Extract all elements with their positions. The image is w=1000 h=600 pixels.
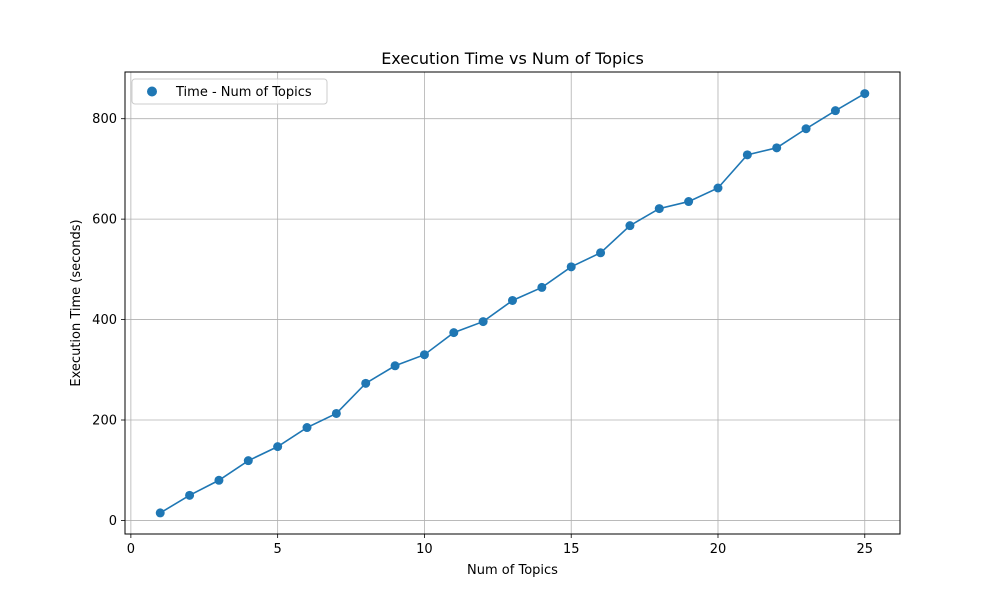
data-point bbox=[419, 350, 429, 360]
data-point bbox=[566, 262, 576, 272]
y-tick-label: 200 bbox=[92, 414, 117, 429]
data-point bbox=[625, 221, 635, 231]
y-tick-label: 0 bbox=[109, 514, 117, 529]
data-point bbox=[772, 143, 782, 153]
x-tick-label: 15 bbox=[563, 542, 580, 557]
data-point bbox=[214, 475, 224, 485]
axis-ticks: 0 5 10 15 20 25 0 200 400 600 800 bbox=[92, 112, 873, 557]
data-point bbox=[684, 197, 694, 207]
chart-title: Execution Time vs Num of Topics bbox=[381, 49, 644, 68]
y-tick-label: 400 bbox=[92, 313, 117, 328]
data-point bbox=[713, 183, 723, 193]
y-tick-label: 800 bbox=[92, 112, 117, 127]
data-point bbox=[654, 204, 664, 214]
data-point bbox=[860, 89, 870, 99]
grid-lines bbox=[125, 72, 900, 534]
data-point bbox=[596, 248, 606, 258]
data-point bbox=[302, 423, 312, 433]
y-axis-label: Execution Time (seconds) bbox=[69, 219, 84, 386]
legend-entry: Time - Num of Topics bbox=[175, 85, 312, 100]
plot-frame bbox=[124, 71, 901, 535]
y-tick-label: 600 bbox=[92, 213, 117, 228]
legend: Time - Num of Topics bbox=[131, 78, 328, 105]
data-point bbox=[155, 508, 165, 518]
x-tick-label: 5 bbox=[274, 542, 282, 557]
legend-marker bbox=[147, 86, 157, 97]
data-point bbox=[742, 150, 752, 160]
data-point bbox=[478, 317, 488, 327]
x-tick-label: 25 bbox=[856, 542, 873, 557]
x-axis-label: Num of Topics bbox=[467, 563, 558, 578]
legend-box bbox=[131, 78, 328, 105]
data-point bbox=[449, 328, 459, 338]
data-point bbox=[243, 456, 253, 466]
data-point bbox=[390, 361, 400, 371]
data-point bbox=[537, 282, 547, 292]
data-point bbox=[508, 295, 517, 305]
x-tick-label: 10 bbox=[416, 542, 433, 557]
data-point bbox=[331, 408, 341, 418]
data-point bbox=[801, 124, 811, 134]
data-point bbox=[830, 106, 840, 116]
x-tick-label: 0 bbox=[127, 542, 135, 557]
data-point bbox=[273, 442, 283, 452]
data-point bbox=[361, 378, 371, 388]
x-tick-label: 20 bbox=[710, 542, 727, 557]
data-point bbox=[185, 490, 195, 500]
series-layer bbox=[155, 89, 870, 518]
